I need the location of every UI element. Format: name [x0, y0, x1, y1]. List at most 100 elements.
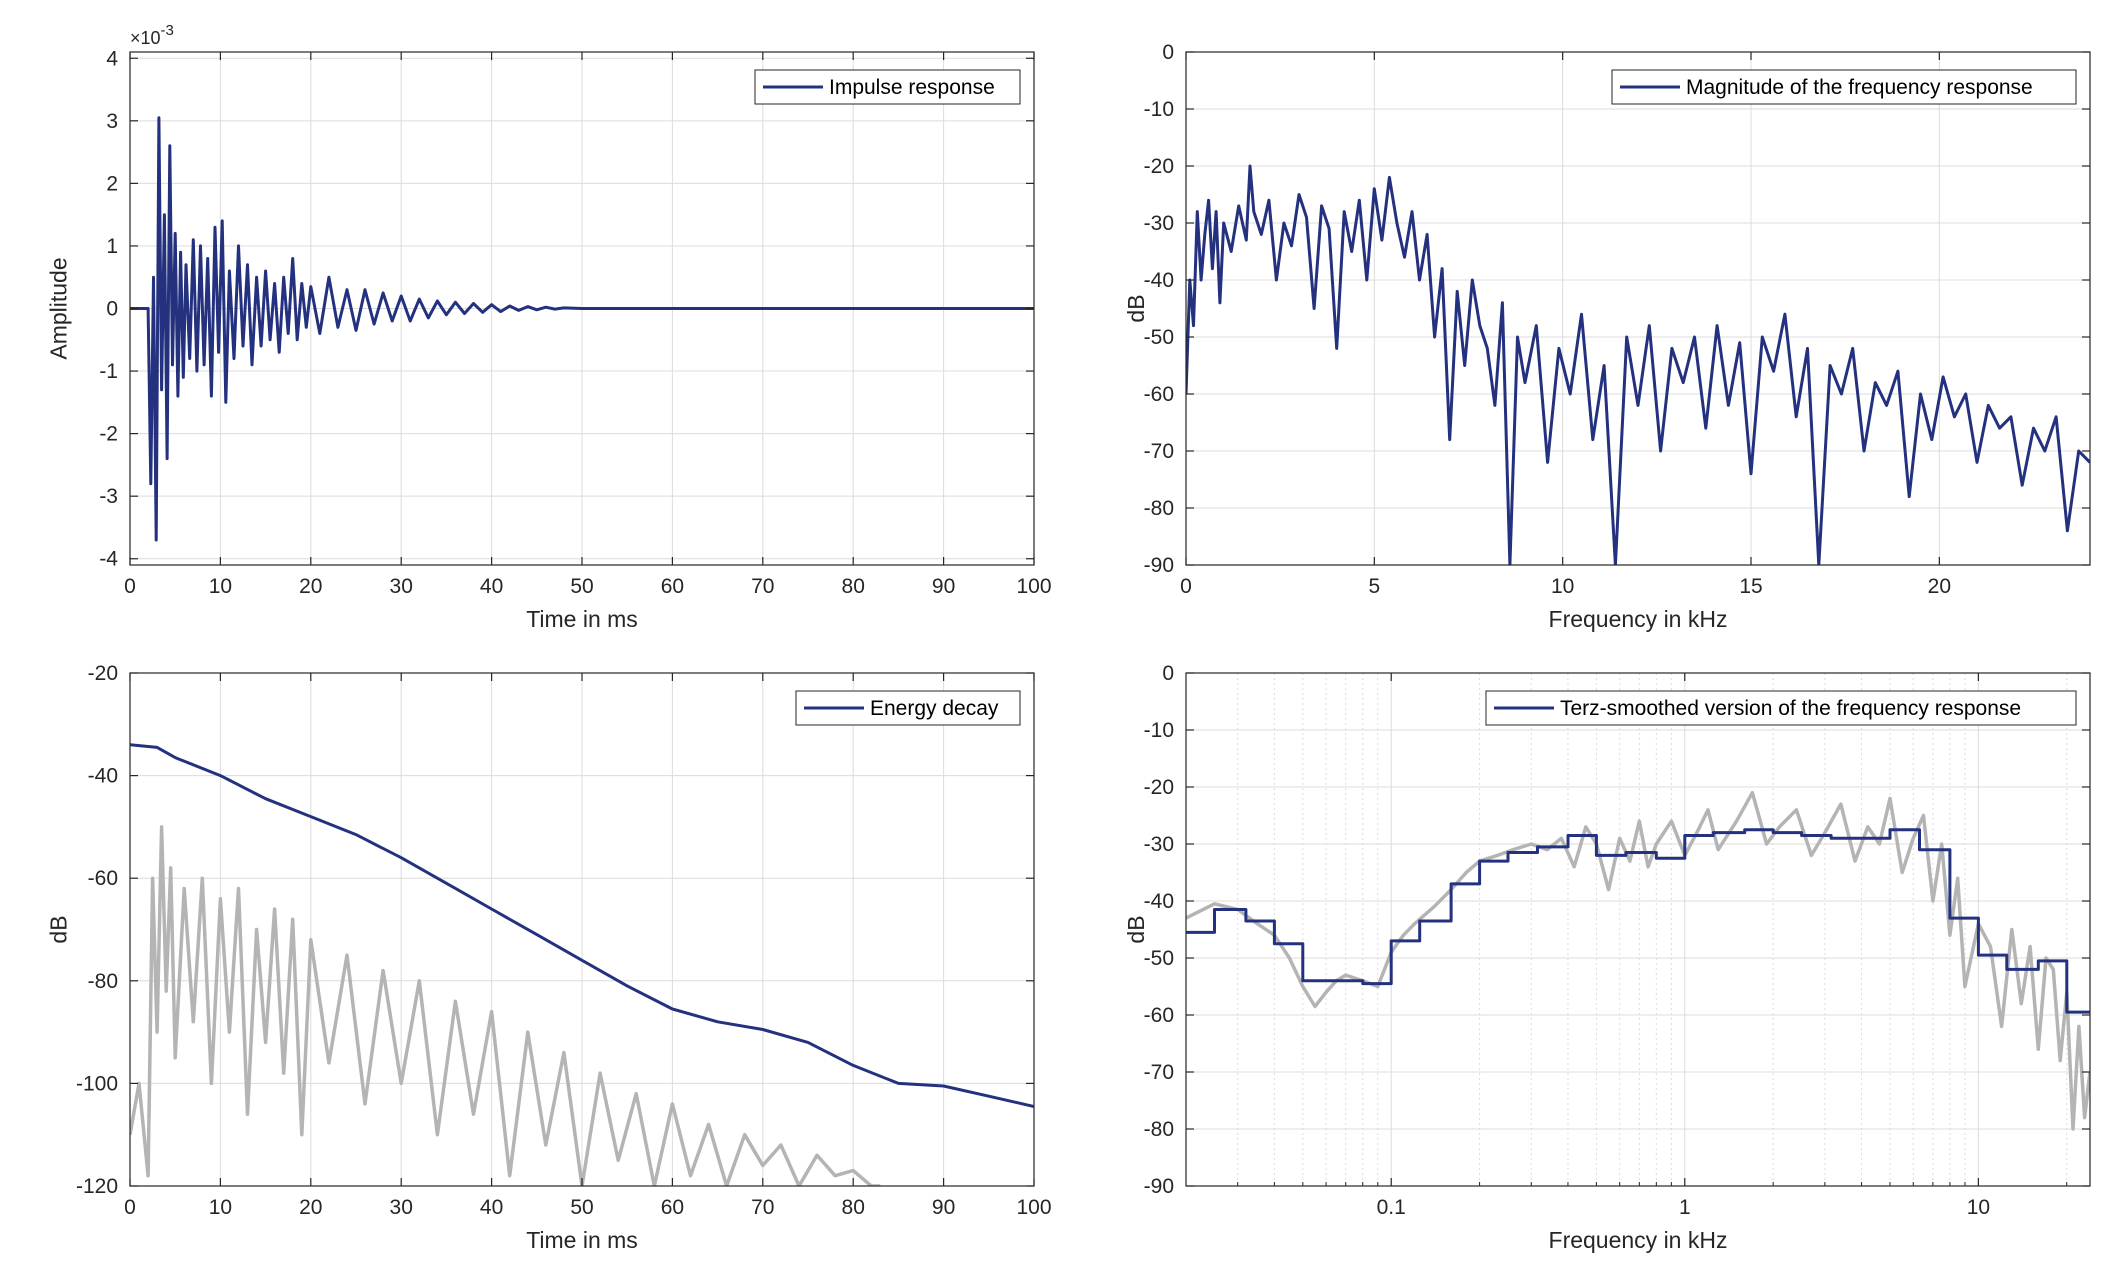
x-tick-label: 40 [480, 1196, 503, 1219]
y-tick-label: -40 [1144, 890, 1174, 913]
x-tick-label: 30 [390, 1196, 413, 1219]
y-tick-label: 1 [106, 235, 118, 258]
legend: Energy decay [795, 690, 1021, 726]
y-tick-label: -40 [88, 765, 118, 788]
legend: Terz-smoothed version of the frequency r… [1485, 690, 2077, 726]
y-axis-label: dB [1123, 294, 1149, 322]
y-tick-label: -60 [1144, 1004, 1174, 1027]
y-tick-label: -20 [88, 662, 118, 685]
y-tick-label: -80 [88, 970, 118, 993]
plot-area [1186, 673, 2090, 1186]
y-axis-label: dB [45, 915, 71, 943]
x-tick-label: 0 [124, 575, 136, 598]
y-axis-label: dB [1123, 915, 1149, 943]
series-group [1186, 164, 2090, 565]
y-tick-label: -90 [1144, 554, 1174, 577]
y-tick-label: -1 [99, 360, 118, 383]
y-tick-label: -50 [1144, 947, 1174, 970]
y-tick-label: 0 [1162, 662, 1174, 685]
x-tick-label: 10 [1967, 1196, 1990, 1219]
legend-box [1611, 69, 2077, 105]
y-tick-label: -4 [99, 548, 118, 571]
x-tick-label: 0 [124, 1196, 136, 1219]
x-tick-label: 90 [932, 575, 955, 598]
y-tick-label: -70 [1144, 440, 1174, 463]
background-trace-3 [130, 825, 881, 1186]
y-tick-label: -60 [1144, 383, 1174, 406]
x-axis-label: Frequency in kHz [1549, 1227, 1728, 1253]
legend-label: Terz-smoothed version of the frequency r… [1560, 697, 2021, 720]
y-tick-label: -30 [1144, 833, 1174, 856]
legend-label: Magnitude of the frequency response [1686, 76, 2033, 99]
x-tick-label: 50 [570, 575, 593, 598]
y-tick-label: 4 [106, 47, 118, 70]
y-tick-label: -20 [1144, 776, 1174, 799]
y-tick-label: -60 [88, 867, 118, 890]
series-line-4 [1186, 828, 2090, 1014]
x-tick-label: 10 [209, 1196, 232, 1219]
axis-exponent: ×10-3 [130, 22, 174, 48]
x-tick-label: 10 [1551, 575, 1574, 598]
y-tick-label: -90 [1144, 1175, 1174, 1198]
x-axis-label: Time in ms [526, 606, 638, 632]
x-tick-label: 70 [751, 575, 774, 598]
x-tick-label: 20 [299, 1196, 322, 1219]
plot-area [1186, 52, 2090, 565]
x-tick-label: 80 [842, 1196, 865, 1219]
x-axis-label: Time in ms [526, 1227, 638, 1253]
x-tick-label: 60 [661, 575, 684, 598]
series-group [130, 116, 1034, 542]
y-tick-label: 3 [106, 110, 118, 133]
x-tick-label: 1 [1679, 1196, 1691, 1219]
x-tick-label: 5 [1368, 575, 1380, 598]
series-line-2 [1186, 164, 2090, 565]
series-line-3 [130, 743, 1034, 1108]
chart-panel-2: 0 5 10 15 20 0 -10 -20 -30 -40 -50 -60 -70 -80 -90 Freq… [1123, 41, 2091, 632]
y-tick-label: -20 [1144, 155, 1174, 178]
x-tick-label: 40 [480, 575, 503, 598]
y-tick-label: -50 [1144, 326, 1174, 349]
y-tick-label: 0 [1162, 41, 1174, 64]
axes-box [1185, 672, 2091, 1187]
x-tick-label: 100 [1016, 1196, 1051, 1219]
y-tick-label: -40 [1144, 269, 1174, 292]
y-tick-label: -10 [1144, 98, 1174, 121]
y-tick-label: -80 [1144, 497, 1174, 520]
y-tick-label: 2 [106, 172, 118, 195]
x-tick-label: 100 [1016, 575, 1051, 598]
y-tick-label: -100 [76, 1072, 118, 1095]
y-axis-label: Amplitude [45, 257, 71, 359]
x-tick-label: 20 [1928, 575, 1951, 598]
x-tick-label: 20 [299, 575, 322, 598]
x-tick-label: 80 [842, 575, 865, 598]
series-line-1 [130, 116, 1034, 542]
x-tick-label: 30 [390, 575, 413, 598]
x-tick-label: 0.1 [1377, 1196, 1406, 1219]
axes-box [1185, 51, 2091, 566]
legend-label: Impulse response [829, 76, 995, 99]
x-axis-label: Frequency in kHz [1549, 606, 1728, 632]
x-tick-label: 60 [661, 1196, 684, 1219]
legend-box [1485, 690, 2077, 726]
y-tick-label: -80 [1144, 1118, 1174, 1141]
legend: Magnitude of the frequency response [1611, 69, 2077, 105]
x-tick-label: 0 [1180, 575, 1192, 598]
background-trace-4 [1186, 790, 2090, 1131]
legend-label: Energy decay [870, 697, 999, 720]
chart-panel-1: 0 10 20 30 40 50 60 70 80 90 100 -4 -3 -2 -1 0 1 2 3 4 Time … [45, 22, 1051, 632]
grid [1185, 51, 2090, 566]
legend: Impulse response [754, 69, 1021, 105]
y-tick-label: -2 [99, 423, 118, 446]
y-tick-label: -30 [1144, 212, 1174, 235]
y-tick-label: -10 [1144, 719, 1174, 742]
x-tick-label: 90 [932, 1196, 955, 1219]
x-tick-label: 15 [1739, 575, 1762, 598]
y-tick-label: -3 [99, 485, 118, 508]
y-tick-label: -120 [76, 1175, 118, 1198]
x-tick-label: 50 [570, 1196, 593, 1219]
x-tick-label: 70 [751, 1196, 774, 1219]
series-group [130, 743, 1034, 1186]
x-tick-label: 10 [209, 575, 232, 598]
chart-panel-3: 0 10 20 30 40 50 60 70 80 90 100 -20 -40 -60 -80 -100 -1… [45, 662, 1051, 1253]
